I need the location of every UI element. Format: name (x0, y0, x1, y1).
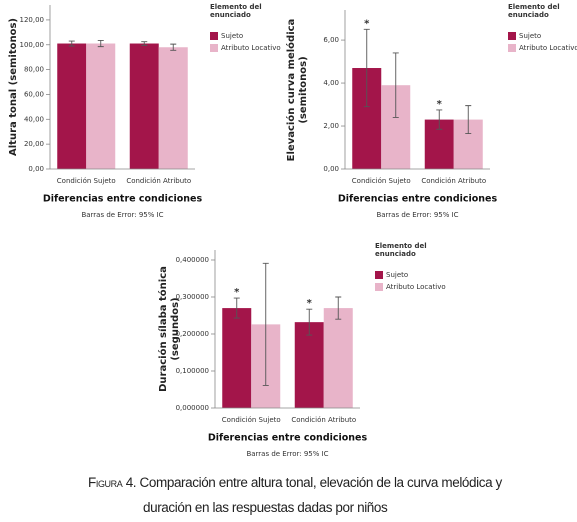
significance-label: * (364, 18, 370, 29)
note: Barras de Error: 95% IC (376, 211, 458, 219)
error-bar (233, 297, 240, 319)
caption-label: Figura 4. (88, 475, 137, 490)
y-tick-label: 100,00 (20, 41, 45, 49)
bar (222, 308, 252, 408)
y-tick-label: 20,00 (24, 140, 44, 148)
x-tick-label: Condición Atributo (421, 177, 486, 185)
y-tick-label: 60,00 (24, 90, 44, 98)
legend-label: Sujeto (221, 32, 244, 40)
x-tick-label: Condición Sujeto (352, 177, 411, 185)
legend-label: Atributo Locativo (221, 44, 281, 52)
caption: Figura 4. Comparación entre altura tonal… (88, 470, 508, 520)
y-tick-label: 120,00 (20, 16, 45, 24)
error-bar (97, 39, 104, 48)
x-axis-title: Diferencias entre condiciones (338, 194, 498, 205)
y-tick-label: 0,300000 (176, 293, 209, 301)
note: Barras de Error: 95% IC (81, 211, 163, 219)
x-tick-label: Condición Atributo (291, 416, 356, 424)
error-bar (68, 40, 75, 47)
legend-label: Atributo Locativo (519, 44, 577, 52)
y-tick-label: 0,200000 (176, 330, 209, 338)
x-tick-label: Condición Atributo (126, 177, 191, 185)
significance-label: * (437, 99, 443, 110)
y-axis-title: Elevación curva melódica (semitonos) (286, 18, 309, 161)
legend-title: Elemento del enunciado (375, 242, 427, 258)
legend-title: Elemento del enunciado (210, 3, 262, 19)
error-bar (465, 105, 472, 134)
legend-swatch (210, 32, 218, 40)
error-bar (170, 43, 177, 51)
significance-label: * (307, 298, 313, 309)
y-axis-title: Altura tonal (semitonos) (8, 18, 19, 156)
legend-swatch (508, 44, 516, 52)
error-bar (335, 296, 342, 320)
legend-label: Sujeto (386, 271, 409, 279)
x-axis-title: Diferencias entre condiciones (43, 194, 203, 205)
y-tick-label: 6,00 (323, 36, 339, 44)
y-tick-label: 2,00 (323, 122, 339, 130)
bar (86, 43, 116, 169)
legend-label: Sujeto (519, 32, 542, 40)
error-bar (392, 52, 399, 118)
significance-label: * (234, 287, 240, 298)
error-bar (262, 262, 269, 386)
note: Barras de Error: 95% IC (246, 450, 328, 458)
bar (57, 43, 87, 169)
legend-swatch (508, 32, 516, 40)
error-bar (363, 28, 370, 108)
x-tick-label: Condición Sujeto (222, 416, 281, 424)
y-tick-label: 0,00 (323, 165, 339, 173)
y-tick-label: 0,00 (28, 165, 44, 173)
y-tick-label: 80,00 (24, 66, 44, 74)
error-bar (141, 41, 148, 46)
y-axis-title: Duración sílaba tónica (segundos) (158, 266, 181, 392)
legend-label: Atributo Locativo (386, 283, 446, 291)
bar (323, 308, 353, 408)
bar (294, 322, 324, 408)
bar (129, 43, 159, 169)
legend-title: Elemento del enunciado (508, 3, 560, 19)
x-tick-label: Condición Sujeto (57, 177, 116, 185)
legend-swatch (210, 44, 218, 52)
x-axis-title: Diferencias entre condiciones (208, 433, 368, 444)
y-tick-label: 40,00 (24, 115, 44, 123)
legend-swatch (375, 271, 383, 279)
caption-text: Comparación entre altura tonal, elevació… (139, 475, 503, 515)
y-tick-label: 0,000000 (176, 404, 209, 412)
bar (158, 47, 188, 169)
y-tick-label: 0,100000 (176, 367, 209, 375)
y-tick-label: 4,00 (323, 79, 339, 87)
y-tick-label: 0,400000 (176, 256, 209, 264)
error-bar (306, 308, 313, 336)
error-bar (436, 109, 443, 130)
legend-swatch (375, 283, 383, 291)
